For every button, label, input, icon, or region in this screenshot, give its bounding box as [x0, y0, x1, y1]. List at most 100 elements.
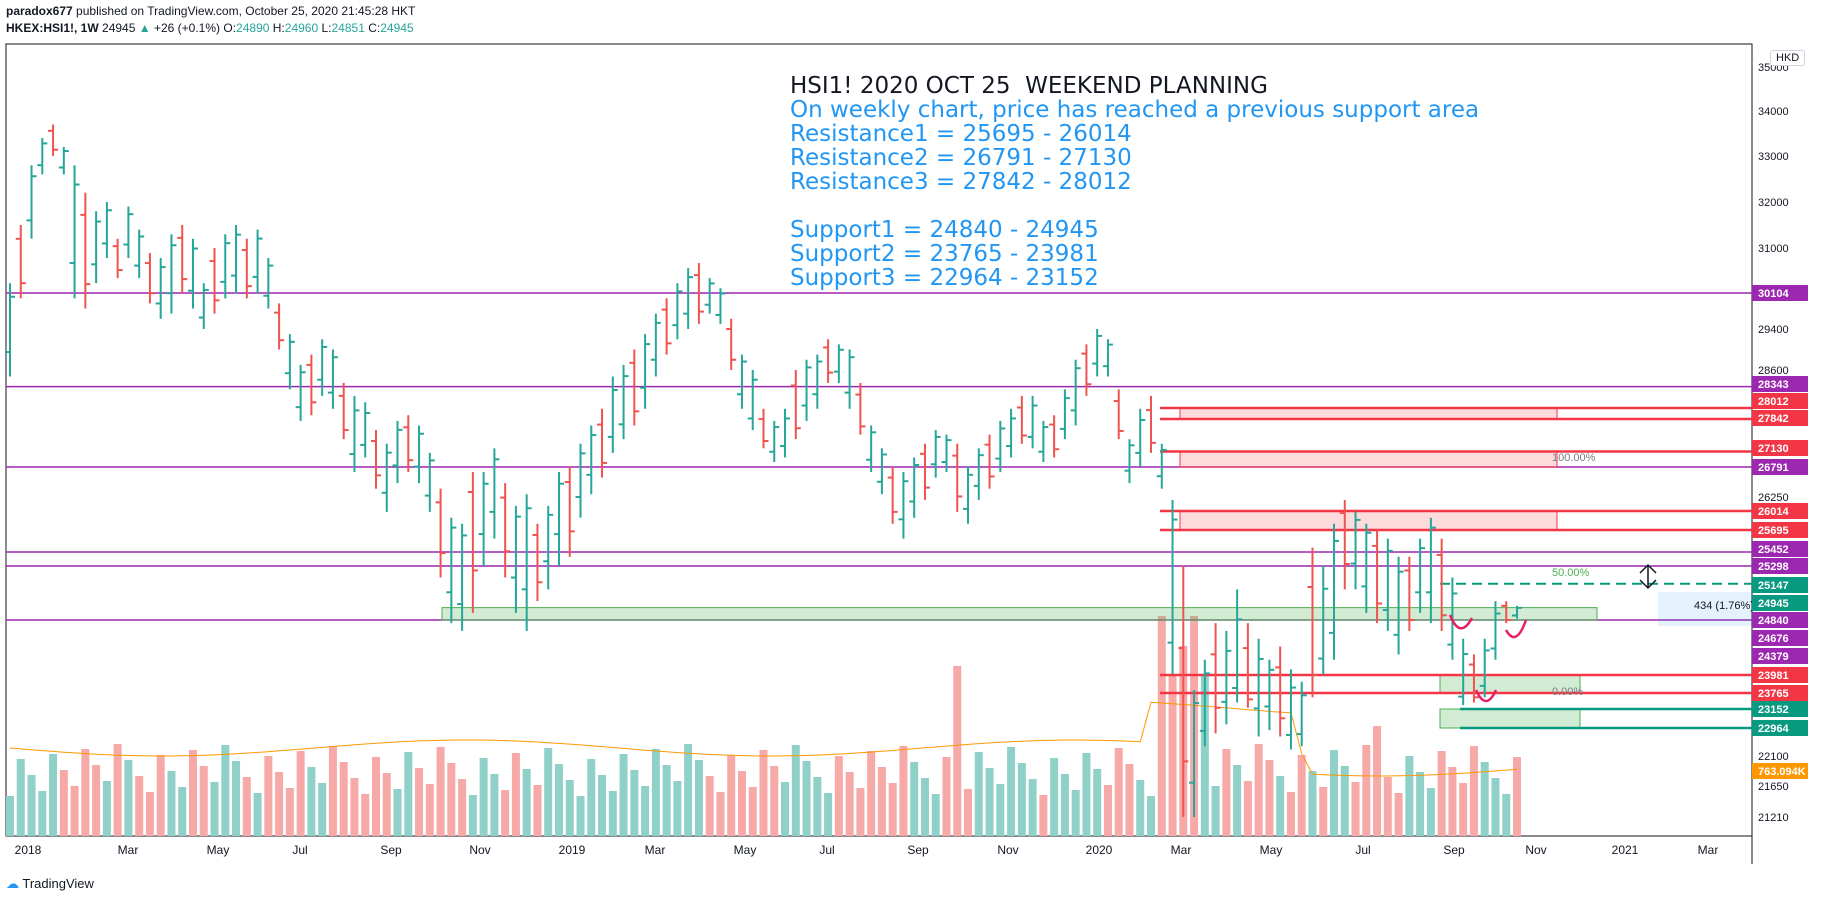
ohlc-bar [855, 382, 866, 435]
ohlc-bar [618, 364, 629, 440]
volume-bar [253, 793, 262, 836]
volume-bar [1103, 785, 1112, 836]
ohlc-bar [1296, 681, 1307, 747]
price-badge [1752, 630, 1808, 646]
ohlc-bar [1232, 589, 1243, 703]
volume-bar [974, 752, 983, 836]
fib-label: 50.00% [1552, 567, 1590, 579]
volume-bar [92, 765, 101, 836]
volume-bar [1448, 767, 1457, 836]
ohlc-bar [553, 472, 564, 566]
x-tick-label: Nov [997, 843, 1018, 857]
ohlc-bar [1156, 443, 1167, 489]
ohlc-bar [790, 370, 801, 440]
x-tick-label: Nov [469, 843, 490, 857]
swing-mark [1474, 689, 1498, 703]
ohlc-bar [1146, 395, 1157, 453]
volume-bar [1114, 748, 1123, 836]
ohlc-bar [1253, 638, 1264, 737]
volume-bar [350, 778, 359, 836]
price-badge [1752, 763, 1808, 779]
ohlc-bar [661, 298, 672, 355]
ohlc-bar [704, 278, 715, 314]
volume-bar [156, 755, 165, 836]
measure-arrow-icon [1639, 563, 1657, 590]
ohlc-bar [963, 466, 974, 524]
ohlc-bar [5, 283, 15, 377]
volume-ma-line [9, 701, 1518, 777]
author-name[interactable]: paradox677 [6, 4, 73, 18]
ohlc-bar [295, 364, 306, 421]
volume-bar [770, 766, 779, 836]
ohlc-bar [812, 354, 823, 409]
price-badge [1752, 720, 1808, 736]
price-badge [1752, 440, 1808, 456]
resistance2-text: Resistance2 = 26791 - 27130 [790, 145, 1132, 171]
volume-bar [1060, 774, 1069, 836]
ohlc-bar [1242, 623, 1253, 708]
y-tick-label: 26250 [1758, 492, 1789, 504]
volume-bar [468, 795, 477, 836]
volume-bar [1362, 745, 1371, 836]
ohlc-bar [1070, 359, 1081, 426]
ohlc-bar [414, 425, 425, 484]
up-arrow-icon: ▲ [138, 21, 151, 35]
volume-bar [318, 783, 327, 836]
volume-bar [199, 766, 208, 836]
price-badge-label: 23981 [1758, 670, 1789, 682]
volume-bar [1093, 769, 1102, 836]
ohlc-bar [823, 339, 834, 383]
volume-bar [1340, 766, 1349, 836]
volume-bar [382, 773, 391, 836]
price-badge-label: 763.094K [1758, 766, 1806, 778]
volume-bar [1168, 676, 1177, 836]
ohlc-bar [1393, 556, 1404, 655]
last-price: 24945 [102, 21, 136, 35]
ohlc-bar [629, 349, 640, 426]
x-tick-label: 2018 [15, 843, 42, 857]
ohlc-bar [1436, 538, 1447, 631]
ohlc-bar [446, 517, 457, 624]
high-value: 24960 [284, 21, 319, 35]
volume-bar [1459, 783, 1468, 836]
volume-bar [942, 757, 951, 836]
ohlc-bar [1329, 523, 1340, 660]
ohlc-bar [532, 523, 543, 602]
tradingview-logo[interactable]: ☁ TradingView [6, 876, 94, 892]
currency-badge[interactable]: HKD [1770, 50, 1806, 66]
volume-bar [447, 763, 456, 836]
ohlc-bar [715, 288, 726, 324]
ohlc-bar [1006, 408, 1017, 458]
ohlc-bar [650, 313, 661, 377]
ohlc-bar [1135, 408, 1146, 467]
price-badge [1752, 285, 1808, 301]
volume-bar [576, 796, 585, 836]
ohlc-bar [134, 229, 145, 279]
ohlc-bar [26, 165, 37, 239]
ohlc-bar [69, 165, 80, 299]
x-tick-label: 2020 [1086, 843, 1113, 857]
volume-bar [1297, 755, 1306, 836]
volume-bar [705, 776, 714, 836]
volume-bar [1513, 757, 1521, 836]
publish-text: published on TradingView.com, October 25… [76, 4, 416, 18]
y-tick-label: 21650 [1758, 781, 1789, 793]
volume-bar [242, 777, 251, 836]
planning-annotation[interactable]: HSI1! 2020 OCT 25 WEEKEND PLANNING On wee… [790, 74, 1479, 290]
volume-bar [393, 789, 402, 836]
volume-bar [501, 790, 510, 836]
volume-bar [1157, 616, 1166, 836]
tradingview-cloud-icon: ☁ [6, 876, 19, 891]
ohlc-bar [1458, 638, 1469, 706]
volume-bar [81, 749, 90, 836]
ohlc-bar [263, 258, 274, 309]
ohlc-bar [758, 408, 769, 449]
volume-bar [598, 775, 607, 836]
price-badge-label: 24840 [1758, 615, 1789, 627]
resistance3-text: Resistance3 = 27842 - 28012 [790, 169, 1132, 195]
volume-bar [619, 754, 628, 836]
volume-bar [16, 759, 25, 836]
ohlc-bar [1490, 601, 1501, 660]
brand-text: TradingView [22, 876, 94, 891]
